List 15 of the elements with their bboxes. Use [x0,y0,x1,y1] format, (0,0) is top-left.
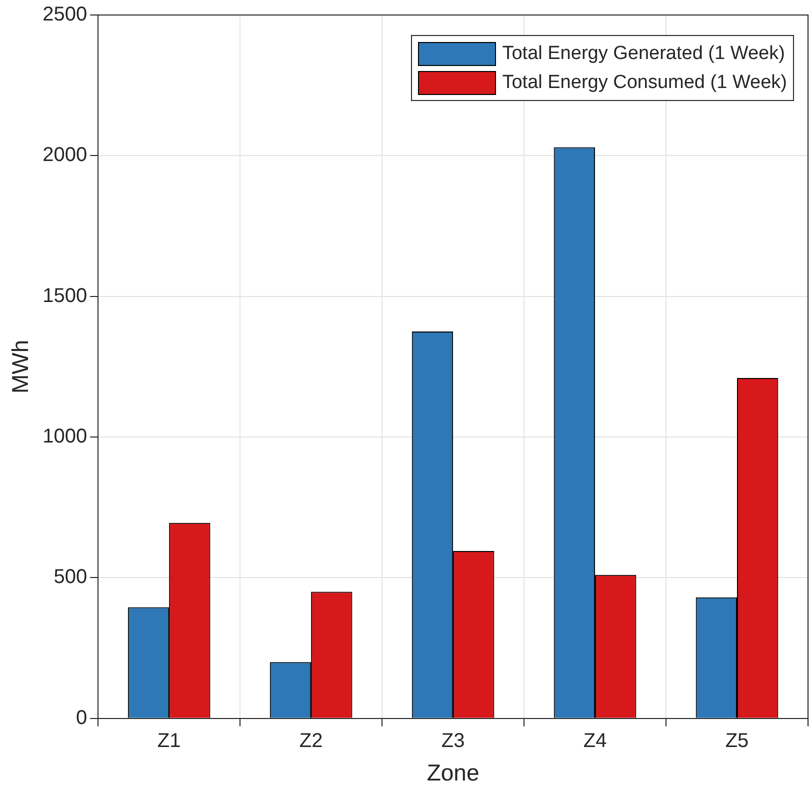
y-tick-label: 500 [54,566,88,588]
legend-label: Total Energy Generated (1 Week) [502,42,785,64]
y-tick-label: 2500 [42,4,88,26]
x-tick-label: Z5 [725,730,749,752]
y-tick-label: 1000 [42,426,88,448]
x-tick-label: Z1 [157,730,181,752]
x-tick-label: Z2 [299,730,323,752]
legend-label: Total Energy Consumed (1 Week) [502,72,787,94]
y-tick-label: 1500 [42,284,88,307]
y-tick-label: 2000 [42,144,88,166]
y-tick-label: 0 [76,706,88,729]
y-axis-title: MWh [7,340,34,394]
x-axis-title: Zone [426,760,480,786]
x-tick-label: Z4 [583,730,607,752]
x-tick-label: Z3 [441,730,465,752]
